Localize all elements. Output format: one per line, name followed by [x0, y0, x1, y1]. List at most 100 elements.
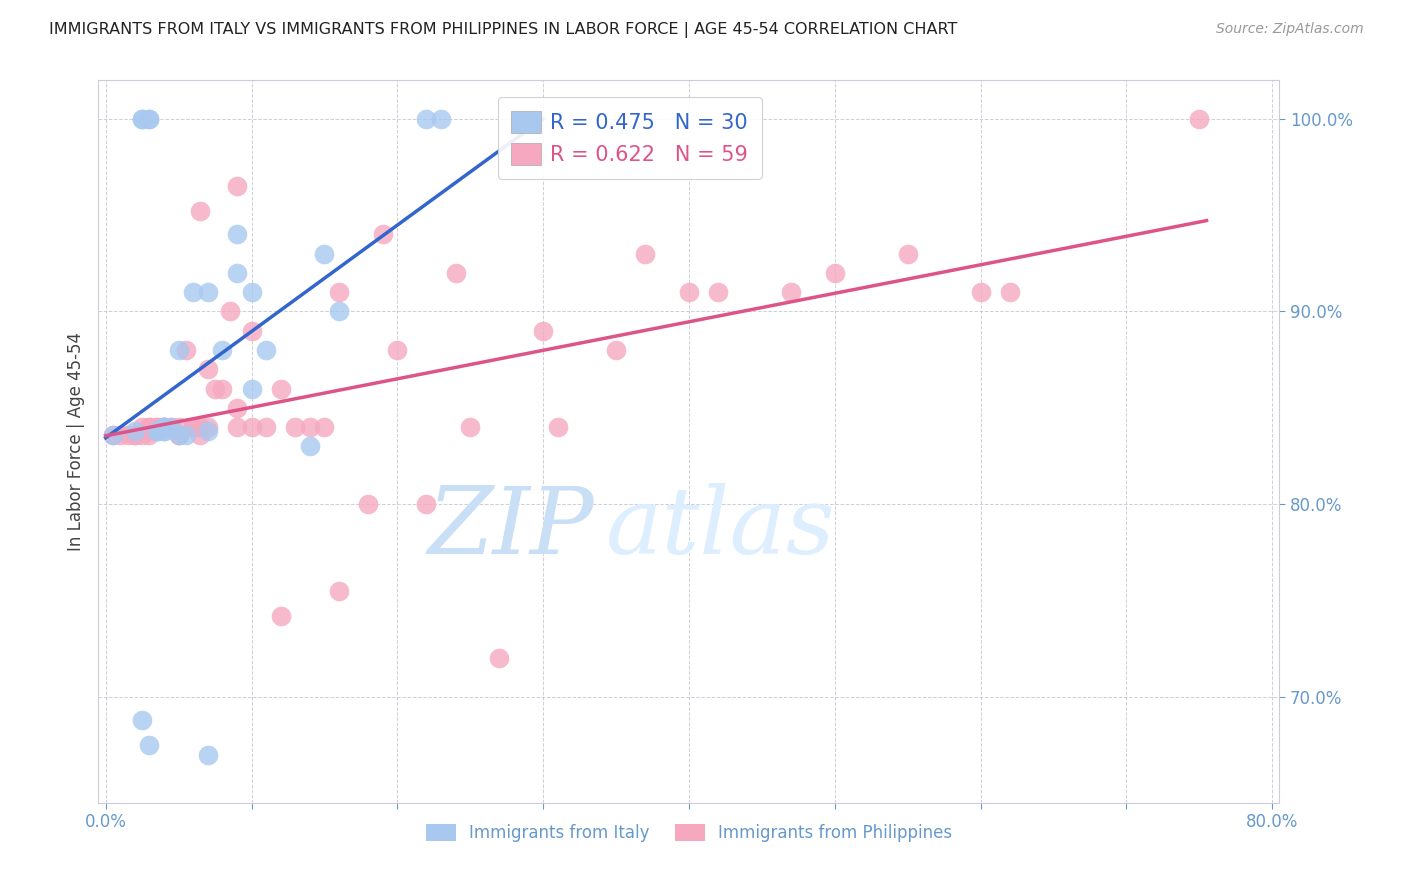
Point [138, 420, 160, 434]
Point [124, 427, 146, 442]
Point [1188, 112, 1211, 126]
Point [167, 420, 190, 434]
Point [547, 420, 569, 434]
Point [328, 583, 350, 598]
Point [284, 420, 307, 434]
Point [314, 420, 336, 434]
Point [387, 343, 409, 357]
Point [167, 427, 190, 442]
Point [298, 439, 321, 453]
Point [605, 343, 627, 357]
Point [226, 179, 249, 194]
Point [226, 420, 249, 434]
Y-axis label: In Labor Force | Age 45-54: In Labor Force | Age 45-54 [66, 332, 84, 551]
Point [138, 112, 160, 126]
Point [211, 343, 233, 357]
Point [197, 362, 219, 376]
Point [254, 420, 277, 434]
Point [190, 420, 212, 434]
Text: Source: ZipAtlas.com: Source: ZipAtlas.com [1216, 22, 1364, 37]
Point [197, 424, 219, 438]
Point [153, 420, 176, 434]
Point [138, 420, 160, 434]
Point [153, 420, 176, 434]
Point [124, 424, 146, 438]
Point [197, 285, 219, 300]
Point [211, 382, 233, 396]
Point [190, 204, 212, 219]
Text: atlas: atlas [606, 483, 835, 574]
Point [204, 382, 226, 396]
Point [167, 427, 190, 442]
Point [707, 285, 730, 300]
Point [897, 246, 920, 260]
Point [270, 608, 292, 623]
Point [131, 427, 153, 442]
Point [124, 427, 146, 442]
Point [153, 420, 176, 434]
Point [138, 427, 160, 442]
Point [444, 266, 467, 280]
Point [226, 401, 249, 415]
Text: ZIP: ZIP [427, 483, 595, 574]
Point [110, 427, 132, 442]
Point [240, 324, 263, 338]
Point [153, 424, 176, 438]
Point [998, 285, 1021, 300]
Point [197, 747, 219, 762]
Point [314, 246, 336, 260]
Point [357, 497, 380, 511]
Point [678, 285, 700, 300]
Point [240, 382, 263, 396]
Point [138, 738, 160, 752]
Point [145, 424, 167, 438]
Point [298, 420, 321, 434]
Point [145, 424, 167, 438]
Point [634, 246, 657, 260]
Point [181, 420, 204, 434]
Point [371, 227, 394, 242]
Point [145, 420, 167, 434]
Point [138, 424, 160, 438]
Point [458, 420, 481, 434]
Point [153, 424, 176, 438]
Point [131, 713, 153, 727]
Point [153, 420, 176, 434]
Point [138, 112, 160, 126]
Point [101, 427, 124, 442]
Point [824, 266, 846, 280]
Point [240, 420, 263, 434]
Point [181, 285, 204, 300]
Point [174, 343, 197, 357]
Point [415, 497, 437, 511]
Point [153, 420, 176, 434]
Point [131, 112, 153, 126]
Legend: Immigrants from Italy, Immigrants from Philippines: Immigrants from Italy, Immigrants from P… [419, 817, 959, 848]
Point [415, 112, 437, 126]
Point [531, 324, 554, 338]
Point [160, 420, 183, 434]
Point [101, 427, 124, 442]
Point [218, 304, 240, 318]
Point [190, 427, 212, 442]
Point [117, 427, 139, 442]
Point [131, 112, 153, 126]
Point [145, 420, 167, 434]
Point [226, 266, 249, 280]
Point [254, 343, 277, 357]
Point [181, 420, 204, 434]
Point [197, 420, 219, 434]
Point [430, 112, 453, 126]
Text: IMMIGRANTS FROM ITALY VS IMMIGRANTS FROM PHILIPPINES IN LABOR FORCE | AGE 45-54 : IMMIGRANTS FROM ITALY VS IMMIGRANTS FROM… [49, 22, 957, 38]
Point [240, 285, 263, 300]
Point [270, 382, 292, 396]
Point [174, 427, 197, 442]
Point [488, 651, 510, 665]
Point [328, 304, 350, 318]
Point [167, 427, 190, 442]
Point [969, 285, 991, 300]
Point [328, 285, 350, 300]
Point [167, 343, 190, 357]
Point [780, 285, 803, 300]
Point [226, 227, 249, 242]
